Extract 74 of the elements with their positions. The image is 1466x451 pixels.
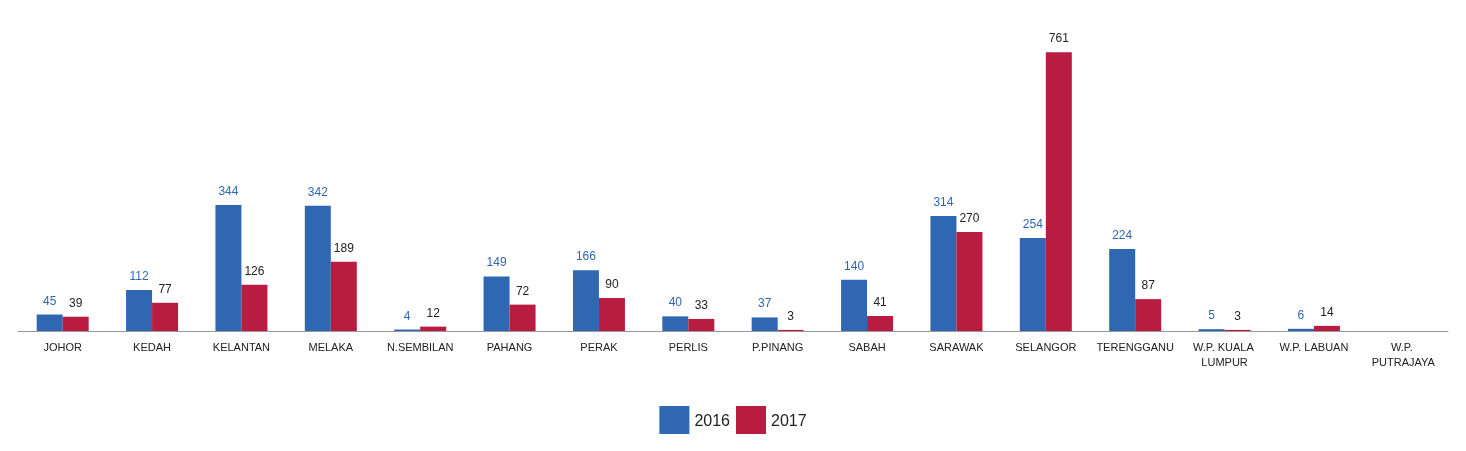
data-label: 3 [787,308,795,323]
bar [662,316,689,331]
data-label: 40 [668,295,683,310]
bar [62,316,89,331]
data-label: 342 [307,184,329,199]
bar [841,279,868,331]
data-label: 189 [333,240,355,255]
data-label: 140 [844,258,865,273]
bar [572,270,599,331]
data-label: 314 [933,195,954,209]
bar [241,284,268,331]
data-label: 37 [758,296,772,311]
data-label: 12 [426,305,441,320]
data-label: 77 [158,281,173,296]
x-tick-label: W.P. KUALA LUMPUR [1192,340,1257,368]
x-tick-label: PERLIS [668,340,708,353]
data-label: 41 [873,294,888,309]
legend-label: 2016 [694,411,731,429]
data-label: 344 [218,184,239,199]
bar [1045,52,1072,331]
x-tick-label: W.P. LABUAN [1279,340,1349,353]
x-tick-label: SELANGOR [1015,340,1077,353]
data-label: 6 [1297,307,1305,322]
bar [956,232,983,331]
bar [304,205,331,331]
bar [688,318,715,331]
bar [598,298,625,331]
bar [152,302,179,331]
bar [509,304,536,331]
data-label: 270 [959,211,980,226]
x-tick-label: P.PINANG [752,340,804,353]
legend-label: 2017 [771,411,807,429]
data-label: 39 [69,295,83,310]
data-label: 761 [1048,31,1070,46]
data-label: 72 [515,283,530,298]
x-tick-label: JOHOR [43,340,82,353]
data-label: 14 [1320,304,1334,319]
data-label: 3 [1234,308,1242,323]
bar [420,326,447,331]
x-tick-label: TERENGGANU [1096,340,1175,353]
data-label: 126 [244,263,265,278]
x-tick-label: SARAWAK [929,340,985,353]
data-label: 149 [486,255,507,270]
data-label: 166 [575,249,597,264]
bar [1135,299,1162,331]
x-tick-label: N.SEMBILAN [386,340,454,353]
bar [1287,328,1314,331]
x-tick-label: W.P. PUTRAJAYA [1371,340,1436,368]
bar [867,315,894,331]
x-tick-label: SABAH [848,340,886,353]
bar [330,261,357,331]
data-label: 45 [43,293,57,308]
x-tick-label: KEDAH [133,340,172,353]
data-label: 4 [403,308,411,323]
bar [1019,237,1046,331]
data-label: 87 [1141,278,1156,293]
data-label: 5 [1208,308,1216,323]
bar [483,276,510,331]
data-label: 33 [694,297,709,312]
x-tick-label: KELANTAN [212,340,271,353]
x-tick-label: PAHANG [486,340,533,353]
bar [1313,325,1340,331]
bar [751,317,778,331]
bar [215,205,242,331]
data-label: 224 [1112,227,1133,242]
bar [1109,248,1136,331]
x-tick-label: PERAK [580,340,619,353]
bar [126,289,153,331]
data-label: 90 [605,277,619,292]
data-label: 254 [1022,216,1044,231]
bar [36,314,63,331]
x-tick-label: MELAKA [308,340,354,353]
data-label: 112 [129,268,149,283]
bar [930,216,957,331]
